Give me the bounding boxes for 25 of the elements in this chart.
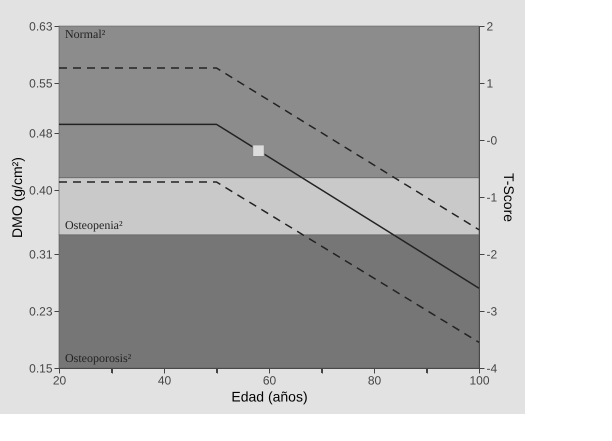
y2-tick-label: -0 xyxy=(486,134,498,148)
x-tick-label: 100 xyxy=(469,374,490,388)
x-tick-label: 80 xyxy=(368,374,382,388)
y-tick-label: 0.63 xyxy=(29,20,53,34)
x-tick-label: 20 xyxy=(52,374,66,388)
y2-tick-label: -1 xyxy=(486,190,498,204)
y-tick-label: 0.15 xyxy=(29,362,53,376)
y2-tick-label: 1 xyxy=(486,76,494,90)
x-axis-title: Edad (años) xyxy=(231,388,308,404)
y2-tick-label: -4 xyxy=(486,362,498,376)
x-tick-label: 40 xyxy=(158,374,172,388)
y-axis-title: DMO (g/cm²) xyxy=(9,157,26,238)
y-tick-label: 0.23 xyxy=(29,304,53,318)
y2-tick-label: 2 xyxy=(486,20,494,34)
y2-tick-label: -2 xyxy=(486,248,498,262)
y-tick-label: 0.31 xyxy=(29,248,53,262)
y-tick-label: 0.55 xyxy=(29,76,53,90)
y-tick-label: 0.40 xyxy=(29,183,53,198)
y2-axis-title: T-Score xyxy=(501,172,518,222)
y-tick-label: 0.48 xyxy=(29,126,53,140)
x-tick-label: 60 xyxy=(262,374,276,388)
band-label: Normal² xyxy=(65,27,106,41)
band-label: Osteoporosis² xyxy=(65,351,132,365)
y2-tick-label: -3 xyxy=(486,304,498,318)
band-label: Osteopenia² xyxy=(65,218,123,232)
